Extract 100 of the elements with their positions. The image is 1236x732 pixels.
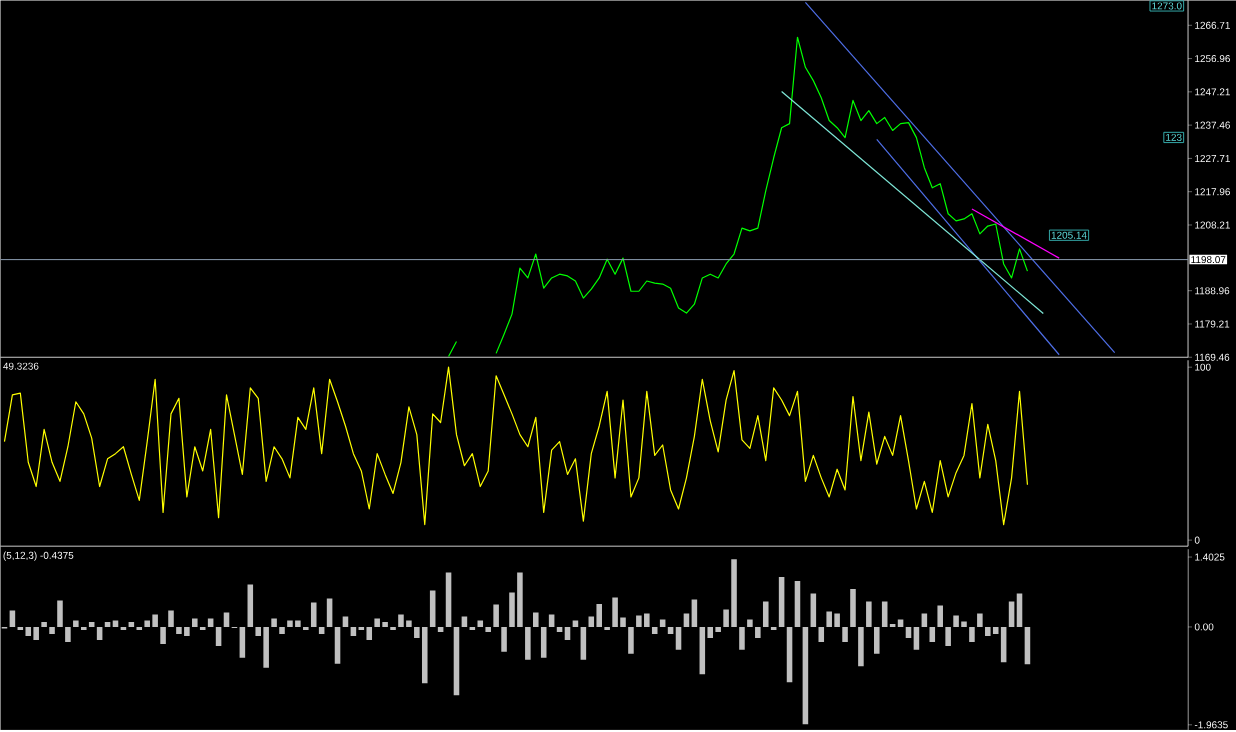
bar: [747, 619, 753, 628]
ref-line-label: 1198.07: [1191, 256, 1226, 264]
bar: [969, 627, 975, 643]
annotation: 49.3236: [3, 362, 39, 370]
bar: [826, 611, 832, 628]
bar: [223, 612, 230, 628]
bar: [858, 627, 864, 667]
bar: [715, 627, 721, 633]
bar: [374, 618, 380, 628]
bar: [263, 627, 269, 668]
bar: [477, 620, 484, 628]
bar: [485, 627, 491, 633]
bar: [977, 613, 983, 628]
bar: [184, 627, 190, 637]
bar: [303, 627, 309, 631]
bar: [73, 620, 79, 628]
annotation: (5,12,3) -0.4375: [3, 551, 74, 562]
bar: [382, 622, 388, 628]
bar: [390, 627, 396, 631]
bar: [842, 627, 848, 643]
bar: [620, 617, 626, 628]
bar: [644, 613, 650, 628]
bar: [636, 615, 642, 628]
bar: [596, 604, 602, 628]
bar: [342, 616, 349, 628]
bar: [57, 600, 63, 628]
annotation: 123: [1166, 134, 1182, 142]
bar: [683, 613, 690, 628]
bar: [414, 627, 420, 639]
bar: [921, 613, 928, 628]
y-tick-label: 0: [1194, 536, 1200, 544]
bar: [406, 620, 412, 628]
bar: [866, 601, 872, 628]
y-tick-label: -1.9635: [1194, 721, 1228, 729]
y-tick-label: 1266.71: [1195, 21, 1230, 29]
bar: [945, 627, 951, 647]
bar: [168, 610, 174, 628]
bar: [207, 618, 214, 628]
bar: [604, 627, 610, 631]
bar: [152, 614, 158, 628]
bar: [493, 604, 499, 628]
bar: [762, 601, 769, 628]
y-tick-label: 1179.21: [1195, 320, 1230, 328]
bar: [897, 619, 904, 628]
bar: [786, 627, 793, 683]
bar: [295, 620, 301, 628]
bar: [675, 627, 682, 651]
bar: [215, 627, 222, 647]
bar: [509, 592, 515, 628]
bar: [33, 627, 39, 641]
bar: [628, 627, 634, 655]
bar: [739, 627, 745, 651]
bar: [937, 605, 943, 628]
bar: [929, 627, 936, 643]
bar: [802, 627, 809, 725]
annotation: 1273.0: [1152, 2, 1182, 10]
bar: [96, 627, 103, 641]
bar: [334, 627, 341, 664]
bar: [818, 627, 825, 643]
bar: [144, 620, 150, 628]
bar: [421, 627, 428, 684]
bar: [564, 627, 571, 641]
bar: [588, 616, 595, 628]
bar: [239, 627, 246, 659]
bar: [41, 622, 47, 628]
y-tick-label: 1208.21: [1195, 221, 1230, 229]
bar: [850, 589, 856, 628]
y-tick-label: 1188.96: [1195, 287, 1230, 295]
bar: [501, 627, 507, 653]
bar: [659, 619, 666, 628]
y-tick-label: 1217.96: [1195, 188, 1230, 196]
bar: [461, 616, 468, 628]
bar: [9, 610, 16, 628]
bar: [778, 577, 785, 628]
bar: [580, 627, 587, 661]
bar: [112, 620, 119, 628]
bar: [25, 627, 32, 637]
bar: [287, 620, 293, 628]
bar: [540, 627, 547, 659]
bar: [731, 559, 737, 628]
bar: [255, 627, 262, 637]
bar: [49, 627, 55, 635]
bar: [667, 627, 674, 635]
bar: [612, 597, 618, 628]
bar: [548, 614, 555, 628]
bar: [755, 627, 761, 639]
bar: [80, 627, 87, 631]
bar: [453, 627, 460, 696]
bar: [192, 618, 198, 628]
bar: [707, 627, 714, 639]
bar: [961, 621, 967, 628]
bar: [794, 581, 801, 628]
bar: [279, 627, 285, 635]
y-tick-label: 1169.46: [1195, 353, 1230, 361]
bar: [985, 627, 991, 637]
bar: [834, 613, 840, 628]
bar: [65, 627, 71, 643]
bar: [271, 618, 277, 628]
bar: [572, 620, 579, 628]
annotation: 1205.14: [1051, 231, 1087, 239]
